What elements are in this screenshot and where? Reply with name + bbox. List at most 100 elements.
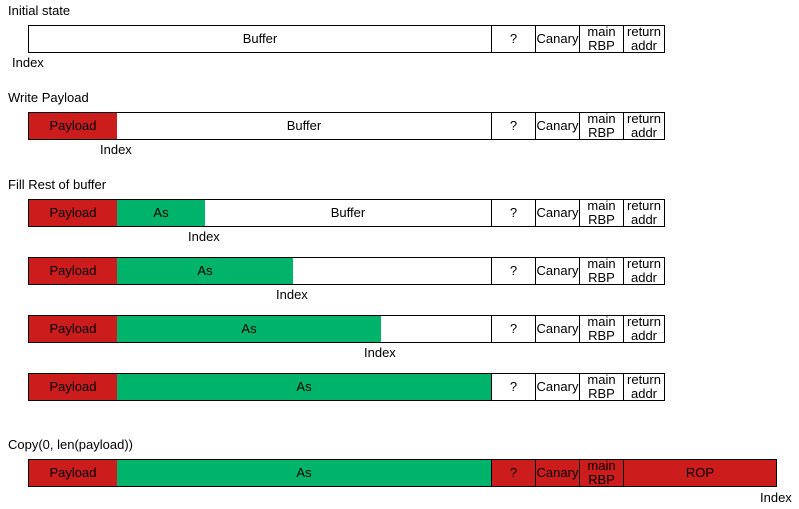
unknown-cell: ? [491,200,535,226]
as-cell: As [117,374,491,400]
buffer-label: Buffer [286,118,322,133]
payload-cell: Payload [29,258,117,284]
payload-label: Payload [49,205,97,220]
memory-strip-write-payload: Payload Buffer ? Canary main RBP return ad… [28,112,665,140]
unknown-cell: ? [491,113,535,139]
as-label: As [241,321,257,336]
payload-label: Payload [49,118,97,133]
return-addr-cell: return addr [623,26,664,52]
payload-cell: Payload [29,113,117,139]
unknown-cell: ? [491,374,535,400]
unknown-cell: ? [491,26,535,52]
return-addr-cell: return addr [623,113,664,139]
return-addr-label-line1: return [627,316,661,329]
canary-label: Canary [536,118,579,133]
buffer-cell: Buffer [205,200,491,226]
index-pointer-fill-2: Index [276,287,308,302]
index-pointer-fill-3: Index [364,345,396,360]
as-cell: As [117,460,491,486]
return-addr-cell: return addr [623,374,664,400]
main-rbp-label-line2: RBP [588,38,615,53]
main-rbp-cell: main RBP [579,460,623,486]
index-pointer-write: Index [100,142,132,157]
payload-label: Payload [49,465,97,480]
canary-cell: Canary [535,374,579,400]
payload-cell: Payload [29,200,117,226]
main-rbp-label-line1: main [587,26,616,39]
main-rbp-label-line1: main [587,258,616,271]
unknown-cell: ? [491,316,535,342]
unknown-cell: ? [491,258,535,284]
return-addr-label-line2: addr [630,328,658,343]
main-rbp-label-line2: RBP [588,212,615,227]
payload-label: Payload [49,379,97,394]
empty-buffer-cell [381,316,491,342]
as-label: As [197,263,213,278]
section-title-write-payload: Write Payload [8,90,89,105]
main-rbp-label-line2: RBP [588,125,615,140]
return-addr-label-line1: return [627,113,661,126]
unknown-label: ? [509,31,518,46]
memory-strip-fill-3: Payload As ? Canary main RBP return addr [28,315,665,343]
main-rbp-label-line2: RBP [588,270,615,285]
return-addr-label-line1: return [627,258,661,271]
canary-label: Canary [536,205,579,220]
memory-strip-fill-1: Payload As Buffer ? Canary main RBP retur… [28,199,665,227]
unknown-label: ? [509,205,518,220]
payload-label: Payload [49,263,97,278]
as-label: As [296,379,312,394]
main-rbp-label-line2: RBP [588,472,615,487]
rop-label: ROP [685,465,715,480]
as-cell: As [117,200,205,226]
as-label: As [153,205,169,220]
as-cell: As [117,316,381,342]
main-rbp-cell: main RBP [579,26,623,52]
canary-cell: Canary [535,113,579,139]
main-rbp-cell: main RBP [579,316,623,342]
empty-buffer-cell [293,258,491,284]
main-rbp-label-line2: RBP [588,328,615,343]
buffer-label: Buffer [242,31,278,46]
main-rbp-cell: main RBP [579,374,623,400]
payload-cell: Payload [29,374,117,400]
return-addr-label-line2: addr [630,125,658,140]
unknown-label: ? [509,465,518,480]
return-addr-label-line1: return [627,26,661,39]
buffer-label: Buffer [330,205,366,220]
unknown-label: ? [509,321,518,336]
canary-label: Canary [536,263,579,278]
unknown-label: ? [509,263,518,278]
unknown-cell: ? [491,460,535,486]
main-rbp-label-line1: main [587,113,616,126]
section-title-initial-state: Initial state [8,3,71,18]
index-pointer-copy: Index [760,490,792,505]
main-rbp-label-line1: main [587,200,616,213]
payload-label: Payload [49,321,97,336]
main-rbp-label-line1: main [587,460,616,473]
main-rbp-cell: main RBP [579,113,623,139]
return-addr-cell: return addr [623,258,664,284]
main-rbp-cell: main RBP [579,200,623,226]
buffer-cell: Buffer [117,113,491,139]
canary-label: Canary [536,31,579,46]
return-addr-cell: return addr [623,316,664,342]
rop-cell: ROP [623,460,776,486]
section-title-fill-rest: Fill Rest of buffer [8,177,107,192]
main-rbp-cell: main RBP [579,258,623,284]
return-addr-label-line2: addr [630,270,658,285]
canary-cell: Canary [535,258,579,284]
memory-strip-fill-2: Payload As ? Canary main RBP return addr [28,257,665,285]
index-pointer-fill-1: Index [188,229,220,244]
unknown-label: ? [509,379,518,394]
memory-strip-initial: Buffer ? Canary main RBP return addr [28,25,665,53]
memory-strip-fill-4: Payload As ? Canary main RBP return addr [28,373,665,401]
as-cell: As [117,258,293,284]
index-pointer-initial: Index [12,55,44,70]
return-addr-label-line1: return [627,200,661,213]
return-addr-label-line2: addr [630,386,658,401]
buffer-cell: Buffer [29,26,491,52]
canary-cell: Canary [535,316,579,342]
return-addr-label-line2: addr [630,212,658,227]
main-rbp-label-line2: RBP [588,386,615,401]
main-rbp-label-line1: main [587,374,616,387]
